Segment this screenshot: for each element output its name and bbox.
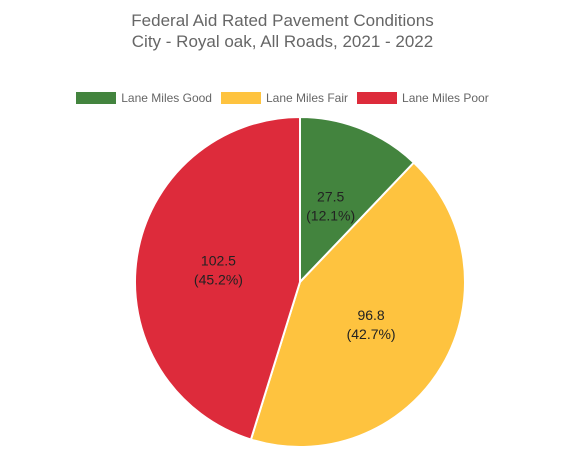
legend-swatch-good bbox=[76, 92, 117, 104]
slice-value-label-fair: 96.8 bbox=[357, 307, 384, 323]
slice-percent-label-good: (12.1%) bbox=[306, 207, 355, 223]
legend-item-poor[interactable]: Lane Miles Poor bbox=[357, 91, 489, 105]
pie-slice-fair[interactable] bbox=[249, 161, 466, 448]
chart-title-line-1: Federal Aid Rated Pavement Conditions bbox=[131, 11, 434, 30]
legend-label-poor: Lane Miles Poor bbox=[402, 91, 489, 105]
slice-percent-label-poor: (45.2%) bbox=[194, 272, 243, 288]
chart-title-line-2: City - Royal oak, All Roads, 2021 - 2022 bbox=[131, 32, 434, 51]
legend-swatch-fair bbox=[220, 92, 261, 104]
pie-slice-good[interactable] bbox=[299, 115, 416, 285]
legend-item-good[interactable]: Lane Miles Good bbox=[76, 91, 212, 105]
legend-swatch-poor bbox=[357, 92, 398, 104]
slice-value-label-good: 27.5 bbox=[317, 188, 344, 204]
legend-item-fair[interactable]: Lane Miles Fair bbox=[220, 91, 349, 105]
legend: Lane Miles Good Lane Miles Fair Lane Mil… bbox=[0, 91, 565, 105]
slice-percent-label-fair: (42.7%) bbox=[347, 326, 396, 342]
legend-label-fair: Lane Miles Fair bbox=[265, 91, 349, 105]
pie-slice-poor[interactable] bbox=[134, 115, 301, 441]
slice-value-label-poor: 102.5 bbox=[201, 253, 236, 269]
legend-label-good: Lane Miles Good bbox=[121, 91, 212, 105]
